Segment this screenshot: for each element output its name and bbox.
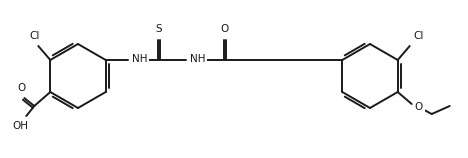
Text: Cl: Cl [414,31,424,41]
Text: NH: NH [190,54,205,64]
Text: Cl: Cl [29,31,39,41]
Text: O: O [17,83,25,93]
Text: S: S [155,24,162,34]
Text: OH: OH [12,121,28,131]
Text: O: O [220,24,229,34]
Text: O: O [415,102,423,112]
Text: NH: NH [132,54,147,64]
